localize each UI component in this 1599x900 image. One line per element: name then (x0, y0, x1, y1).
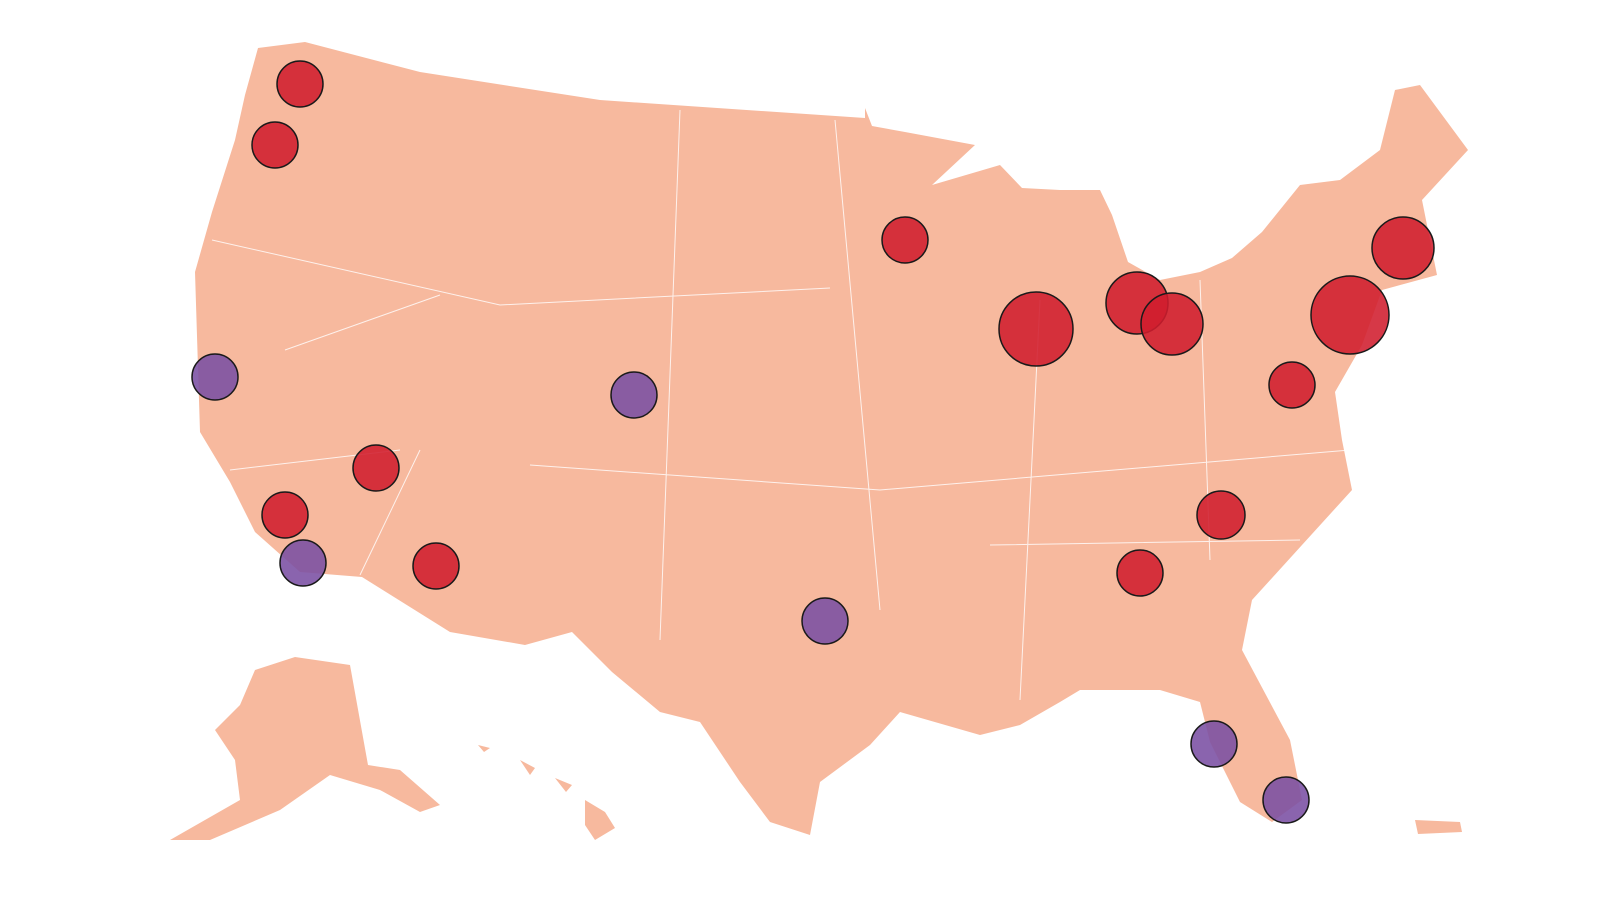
bubble (998, 291, 1074, 367)
bubble (881, 216, 929, 264)
bubble (1196, 490, 1246, 540)
bubble (1371, 216, 1435, 280)
contiguous-us (195, 42, 1468, 835)
bubble (610, 371, 658, 419)
bubble (191, 353, 239, 401)
bubble (279, 539, 327, 587)
bubble (276, 60, 324, 108)
bubble (801, 597, 849, 645)
bubble (1140, 292, 1204, 356)
land (170, 42, 1468, 840)
bubble (1262, 776, 1310, 824)
alaska (170, 657, 440, 840)
bubble (261, 491, 309, 539)
bubble (1190, 720, 1238, 768)
hawaii (478, 745, 615, 840)
bubble (1268, 361, 1316, 409)
state-border (211, 109, 1351, 701)
bubble (1116, 549, 1164, 597)
puerto-rico (1415, 820, 1462, 834)
bubble (251, 121, 299, 169)
bubble (1310, 275, 1390, 355)
bubble (352, 444, 400, 492)
state-borders (211, 109, 1351, 701)
bubble (412, 542, 460, 590)
markers (191, 60, 1435, 824)
